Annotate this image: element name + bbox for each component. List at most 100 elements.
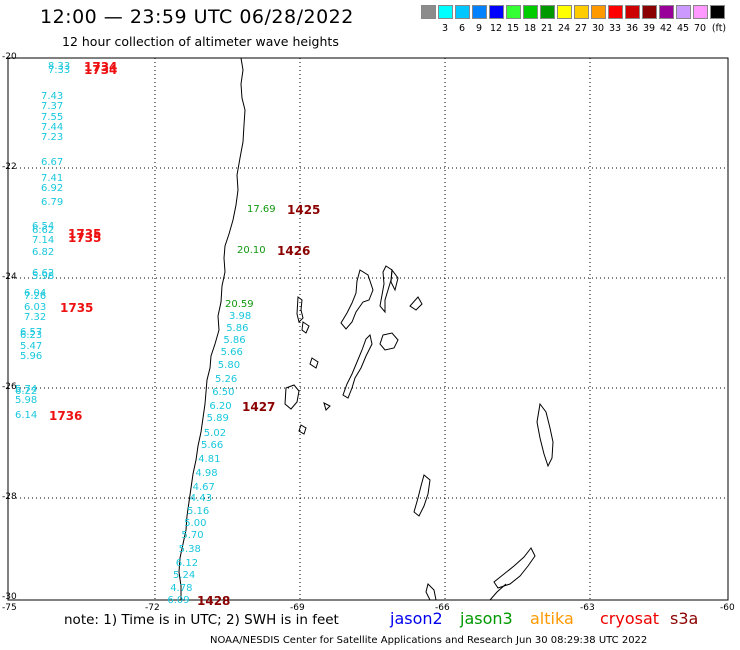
- legend-swatch: [438, 5, 453, 19]
- wave-height-value: 5.66: [220, 346, 243, 358]
- wave-height-value: 7.44: [41, 121, 64, 133]
- lon-label: -60: [720, 603, 735, 613]
- wave-height-value: 6.57: [20, 327, 43, 339]
- legend-label: 18: [523, 23, 537, 34]
- legend-swatch: [523, 5, 538, 19]
- wave-height-value: 6.22: [15, 386, 38, 398]
- legend-label: 42: [659, 23, 673, 34]
- lakes-bolivia-argentina: [284, 265, 554, 601]
- wave-height-value: 6.04: [24, 287, 47, 299]
- legend-unit: (ft): [711, 23, 727, 34]
- lat-label: -24: [2, 272, 17, 282]
- page-title: 12:00 — 23:59 UTC 06/28/2022: [40, 6, 354, 28]
- wave-height-value: 6.79: [41, 197, 64, 209]
- legend-swatch: [574, 5, 589, 19]
- legend-swatch: [659, 5, 674, 19]
- satellite-cryosat-label: cryosat: [600, 609, 660, 628]
- legend-swatch: [693, 5, 708, 19]
- pass-time-label: 1734: [84, 60, 118, 75]
- wave-height-value: 5.66: [201, 440, 224, 452]
- legend-label: 21: [540, 23, 554, 34]
- legend-label: 30: [591, 23, 605, 34]
- lat-label: -30: [2, 592, 17, 602]
- wave-height-value: 4.81: [198, 454, 221, 466]
- lat-label: -26: [2, 382, 17, 392]
- legend-label: 33: [608, 23, 622, 34]
- wave-height-value: 5.89: [206, 412, 229, 424]
- wave-height-value: 5.96: [20, 350, 43, 362]
- lon-label: -63: [580, 603, 595, 613]
- grid-lines: [8, 58, 728, 600]
- wave-height-value: 5.98: [32, 270, 55, 282]
- wave-height-value: 6.12: [175, 557, 199, 569]
- legend-swatch: [455, 5, 470, 19]
- legend-swatch: [421, 5, 436, 19]
- footer-note: note: 1) Time is in UTC; 2) SWH is in fe…: [64, 612, 339, 628]
- wave-height-value: 5.00: [184, 517, 207, 529]
- satellite-altika-label: altika: [530, 609, 574, 628]
- pass-time-label: 1427: [242, 399, 276, 414]
- wave-height-value: 5.98: [15, 394, 38, 406]
- legend-swatch: [489, 5, 504, 19]
- legend-swatch: [642, 5, 657, 19]
- pass-time-label: 1735: [60, 300, 94, 315]
- wave-height-value: 4.78: [170, 582, 193, 594]
- legend-swatch: [506, 5, 521, 19]
- pass-time-label: 1736: [49, 409, 83, 424]
- wave-height-value: 7.41: [41, 173, 64, 185]
- wave-height-value: 6.50: [212, 386, 235, 398]
- legend-swatch: [540, 5, 555, 19]
- wave-height-value: 7.32: [24, 311, 47, 323]
- wave-height-value: 4.43: [189, 493, 213, 505]
- wave-height-value: 5.70: [181, 530, 204, 542]
- wave-height-value: 7.14: [32, 234, 55, 246]
- wave-height-value: 8.33: [48, 61, 71, 73]
- wave-height-value: 6.92: [41, 182, 64, 194]
- legend-swatch: [591, 5, 606, 19]
- lon-label: -66: [435, 603, 450, 613]
- wave-height-value: 6.14: [15, 410, 38, 422]
- lat-label: -20: [2, 52, 17, 62]
- legend-label: 39: [642, 23, 656, 34]
- wave-height-value: 5.26: [215, 374, 238, 386]
- wave-height-value: 6.20: [209, 400, 232, 412]
- wave-height-value: 5.86: [223, 334, 246, 346]
- satellite-jason2-label: jason2: [390, 609, 443, 628]
- wave-height-value: 6.23: [20, 330, 43, 342]
- pass-time-label: 1735: [68, 226, 102, 241]
- wave-height-value: 7.23: [41, 132, 64, 144]
- map-frame: [7, 57, 729, 601]
- coastline-chile: [178, 57, 246, 600]
- wave-height-value: 6.62: [32, 267, 55, 279]
- satellite-jason3-label: jason3: [460, 609, 513, 628]
- page-subtitle: 12 hour collection of altimeter wave hei…: [62, 34, 339, 49]
- legend-swatch: [676, 5, 691, 19]
- legend-label: 3: [441, 23, 449, 34]
- lon-label: -72: [145, 603, 160, 613]
- pass-time-label: 1428: [197, 593, 231, 608]
- wave-height-value: 6.67: [41, 157, 64, 169]
- legend-swatch: [608, 5, 623, 19]
- pass-time-label: 1735: [68, 231, 102, 246]
- wave-height-value: 4.98: [195, 467, 218, 479]
- wave-height-value: 5.80: [217, 359, 241, 371]
- wave-height-value: 5.86: [226, 323, 249, 334]
- footer-credits: NOAA/NESDIS Center for Satellite Applica…: [210, 635, 648, 646]
- wave-height-value: 5.74: [15, 383, 38, 395]
- pass-time-label: 1425: [287, 202, 321, 217]
- wave-height-value: 5.24: [173, 570, 196, 582]
- wave-height-value: 17.69: [247, 203, 276, 215]
- legend-label: 9: [475, 23, 483, 34]
- wave-height-value: 6.82: [32, 246, 55, 258]
- wave-height-value: 20.59: [225, 298, 254, 310]
- wave-height-value: 5.16: [187, 506, 210, 518]
- legend-label: 12: [489, 23, 503, 34]
- pass-time-label: 1426: [277, 244, 311, 259]
- wave-height-value: 3.98: [229, 310, 252, 322]
- legend-swatch: [472, 5, 487, 19]
- pass-time-label: 1734: [84, 63, 118, 78]
- legend-label: 36: [625, 23, 639, 34]
- legend-label: 24: [557, 23, 571, 34]
- wave-height-value: 6.09: [167, 595, 190, 607]
